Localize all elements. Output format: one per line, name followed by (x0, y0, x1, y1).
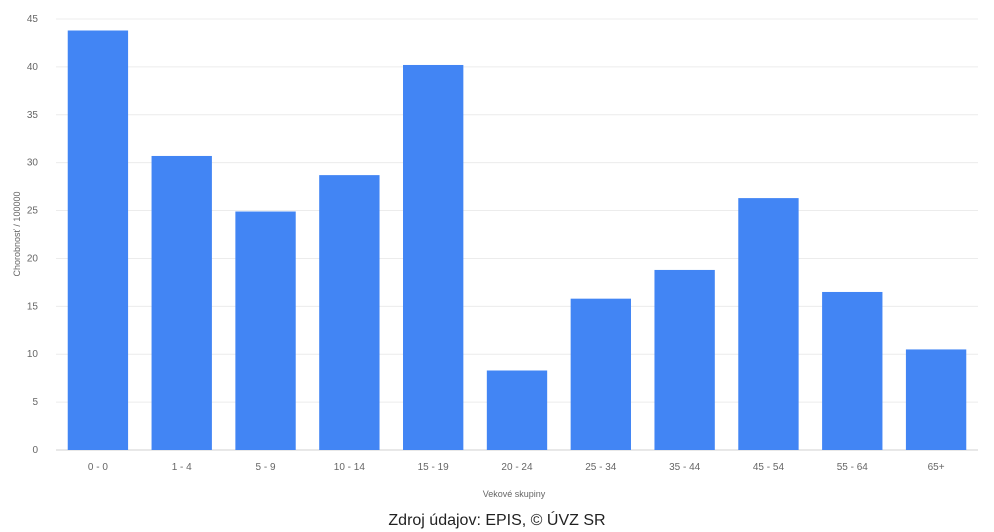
bar-5-9 (235, 211, 296, 450)
y-tick-label: 40 (27, 62, 39, 73)
bar-55-64 (822, 291, 883, 450)
x-tick-label: 5 - 9 (256, 462, 276, 473)
y-tick-label: 20 (27, 253, 39, 264)
y-tick-label: 25 (27, 206, 39, 217)
bar-45-54 (738, 198, 799, 450)
x-tick-label: 45 - 54 (753, 462, 785, 473)
bar-25-34 (570, 298, 631, 450)
y-tick-label: 0 (32, 445, 38, 456)
y-tick-label: 35 (27, 110, 39, 121)
y-tick-label: 45 (27, 14, 39, 25)
y-tick-label: 15 (27, 301, 39, 312)
y-axis-tick-labels: 0 5 10 15 20 25 30 35 40 45 (27, 14, 39, 456)
bar-0-0 (67, 30, 129, 450)
x-axis-tick-labels: 0 - 0 1 - 4 5 - 9 10 - 14 15 - 19 20 - 24 25 -… (88, 462, 945, 473)
y-tick-label: 10 (27, 349, 39, 360)
x-tick-label: 25 - 34 (585, 462, 617, 473)
y-axis-title: Chorobnosť / 100000 (12, 192, 22, 277)
bar-10-14 (319, 175, 380, 450)
source-note: Zdroj údajov: EPIS, © ÚVZ SR (388, 510, 605, 529)
x-tick-label: 20 - 24 (501, 462, 533, 473)
bar-65plus (905, 349, 967, 450)
bar-15-19 (403, 64, 464, 451)
y-tick-label: 5 (32, 397, 38, 408)
bar-1-4 (151, 155, 212, 450)
y-tick-label: 30 (27, 158, 39, 169)
x-tick-label: 10 - 14 (334, 462, 366, 473)
bars (67, 30, 967, 451)
x-tick-label: 35 - 44 (669, 462, 701, 473)
x-axis-title: Vekové skupiny (483, 489, 546, 499)
x-tick-label: 1 - 4 (172, 462, 192, 473)
x-tick-label: 55 - 64 (837, 462, 869, 473)
x-tick-label: 0 - 0 (88, 462, 108, 473)
x-tick-label: 15 - 19 (418, 462, 450, 473)
bar-20-24 (486, 370, 548, 450)
bar-35-44 (654, 269, 715, 450)
x-tick-label: 65+ (928, 462, 945, 473)
